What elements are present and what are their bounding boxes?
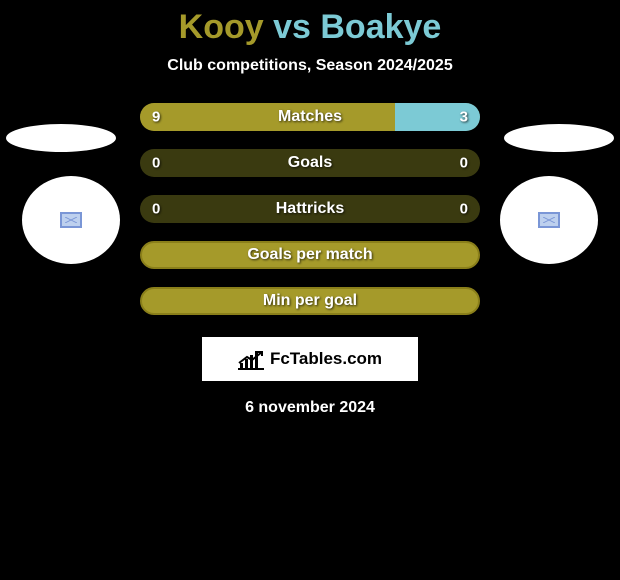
subtitle: Club competitions, Season 2024/2025 [0, 57, 620, 75]
comparison-rows: 9 3 Matches 0 0 Goals 0 0 Hattricks Goals per mat… [140, 103, 480, 315]
stat-row: 9 3 Matches [140, 103, 480, 131]
stat-label: Hattricks [276, 200, 344, 218]
stat-row: 0 0 Goals [140, 149, 480, 177]
stat-bar-left [140, 103, 395, 131]
stat-label: Matches [278, 108, 342, 126]
decor-ellipse-right [504, 124, 614, 152]
title-player-left: Kooy [179, 8, 264, 46]
branding-box: FcTables.com [202, 337, 418, 381]
title-player-right: Boakye [320, 8, 441, 46]
decor-ellipse-left [6, 124, 116, 152]
image-placeholder-icon [538, 212, 560, 228]
stat-pill: Min per goal [140, 287, 480, 315]
stat-value-right: 0 [460, 201, 468, 218]
stat-label: Min per goal [263, 292, 357, 310]
stat-value-left: 0 [152, 155, 160, 172]
stat-value-left: 9 [152, 109, 160, 126]
branding-text: FcTables.com [270, 349, 382, 369]
avatar-right [500, 176, 598, 264]
avatar-left [22, 176, 120, 264]
title-vs: vs [273, 8, 311, 46]
stat-value-right: 0 [460, 155, 468, 172]
image-placeholder-icon [60, 212, 82, 228]
stat-row: 0 0 Hattricks [140, 195, 480, 223]
stat-label: Goals per match [247, 246, 372, 264]
stat-value-left: 0 [152, 201, 160, 218]
page-title: Kooy vs Boakye [0, 8, 620, 47]
stat-pill: Goals per match [140, 241, 480, 269]
branding-chart-icon [238, 348, 264, 370]
stat-label: Goals [288, 154, 332, 172]
stat-value-right: 3 [460, 109, 468, 126]
footer-date: 6 november 2024 [0, 399, 620, 417]
